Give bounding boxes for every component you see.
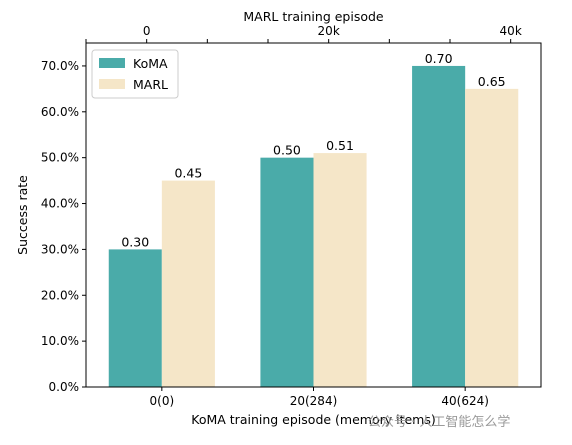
x-tick-label-1: 20(284) [290,394,338,408]
y-tick-label-2: 20.0% [41,288,79,302]
x-axis-title: KoMA training episode (memory items) [191,412,436,427]
watermark: 公众号 · 人工智能怎么学 [368,414,510,430]
bar-koma-0 [108,249,162,387]
data-label-marl-2: 0.65 [478,74,506,89]
data-label-koma-2: 0.70 [425,51,453,66]
x-axis: 0(0) 20(284) 40(624) [150,387,489,408]
bar-koma-1 [260,157,314,387]
x-tick-label-2: 40(624) [441,394,489,408]
y-tick-label-6: 60.0% [41,105,79,119]
bar-koma-2 [412,65,466,387]
legend-label-marl: MARL [133,77,168,92]
bars [108,65,519,387]
top-tick-label-2: 40k [500,24,522,38]
legend-swatch-koma [99,58,125,68]
bar-marl-1 [313,153,367,387]
y-tick-label-3: 30.0% [41,242,79,256]
legend: KoMA MARL [91,49,179,99]
bar-marl-0 [161,180,215,387]
y-tick-label-7: 70.0% [41,59,79,73]
top-x-axis: 0 20k 40k [85,24,522,43]
data-label-koma-0: 0.30 [121,234,149,249]
y-tick-label-0: 0.0% [49,380,80,394]
data-label-koma-1: 0.50 [273,143,301,158]
x-tick-label-0: 0(0) [150,394,175,408]
legend-label-koma: KoMA [133,56,168,71]
data-label-marl-0: 0.45 [174,166,202,181]
y-axis: 0.0% 10.0% 20.0% 30.0% 40.0% 50.0% 60.0% 70.0% [41,59,86,394]
y-tick-label-5: 50.0% [41,151,79,165]
y-axis-title: Success rate [15,175,30,255]
data-label-marl-1: 0.51 [326,138,354,153]
y-tick-label-4: 40.0% [41,197,79,211]
data-labels: 0.30 0.50 0.70 0.45 0.51 0.65 [121,51,505,249]
top-x-axis-title: MARL training episode [243,9,384,24]
y-tick-label-1: 10.0% [41,334,79,348]
top-tick-label-1: 20k [318,24,340,38]
bar-marl-2 [465,88,519,387]
top-tick-label-0: 0 [143,24,151,38]
legend-swatch-marl [99,79,125,89]
